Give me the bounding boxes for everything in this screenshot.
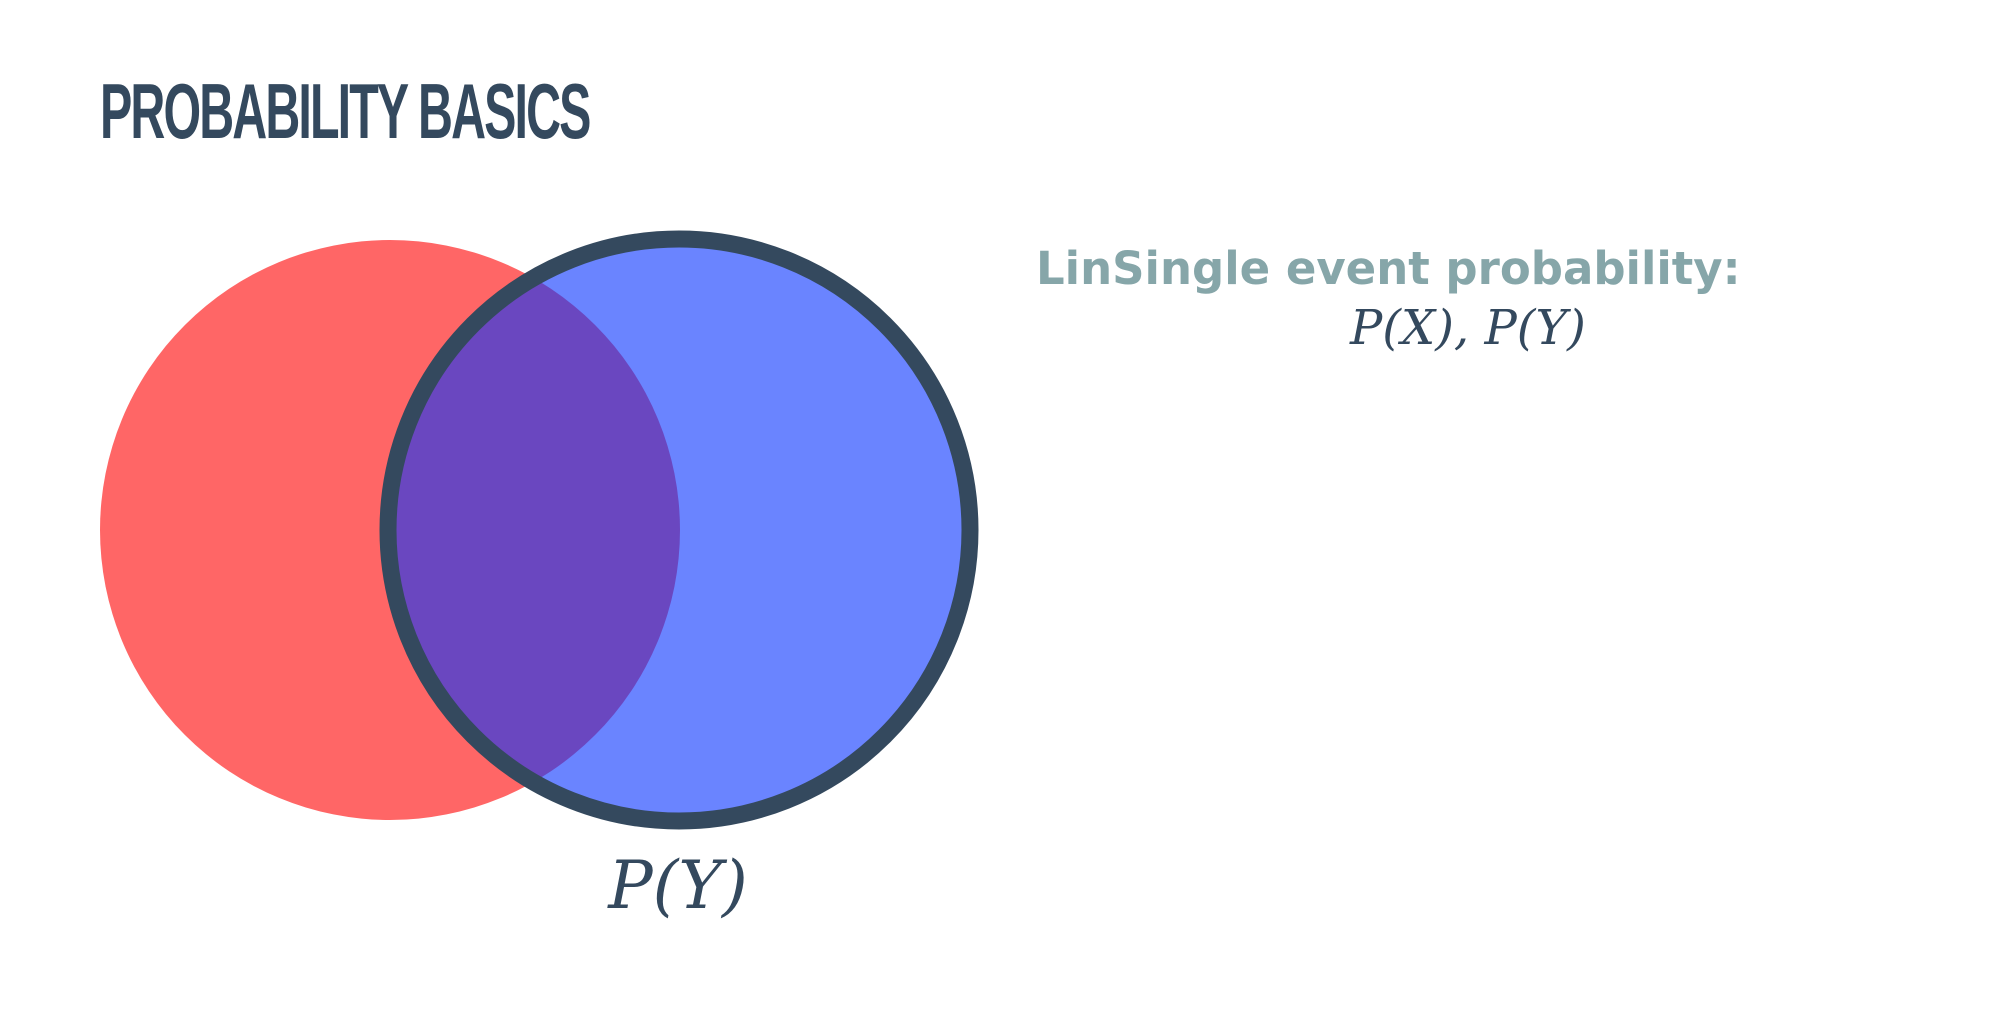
circle-y-outline <box>379 230 979 830</box>
circle-y-label: P(Y) <box>607 847 747 924</box>
circle-intersection <box>388 240 680 820</box>
single-event-heading: LinSingle event probability: <box>1036 242 1741 295</box>
page-title: PROBABILITY BASICS <box>100 67 591 155</box>
single-event-formula: P(X), P(Y) <box>1350 300 1586 356</box>
